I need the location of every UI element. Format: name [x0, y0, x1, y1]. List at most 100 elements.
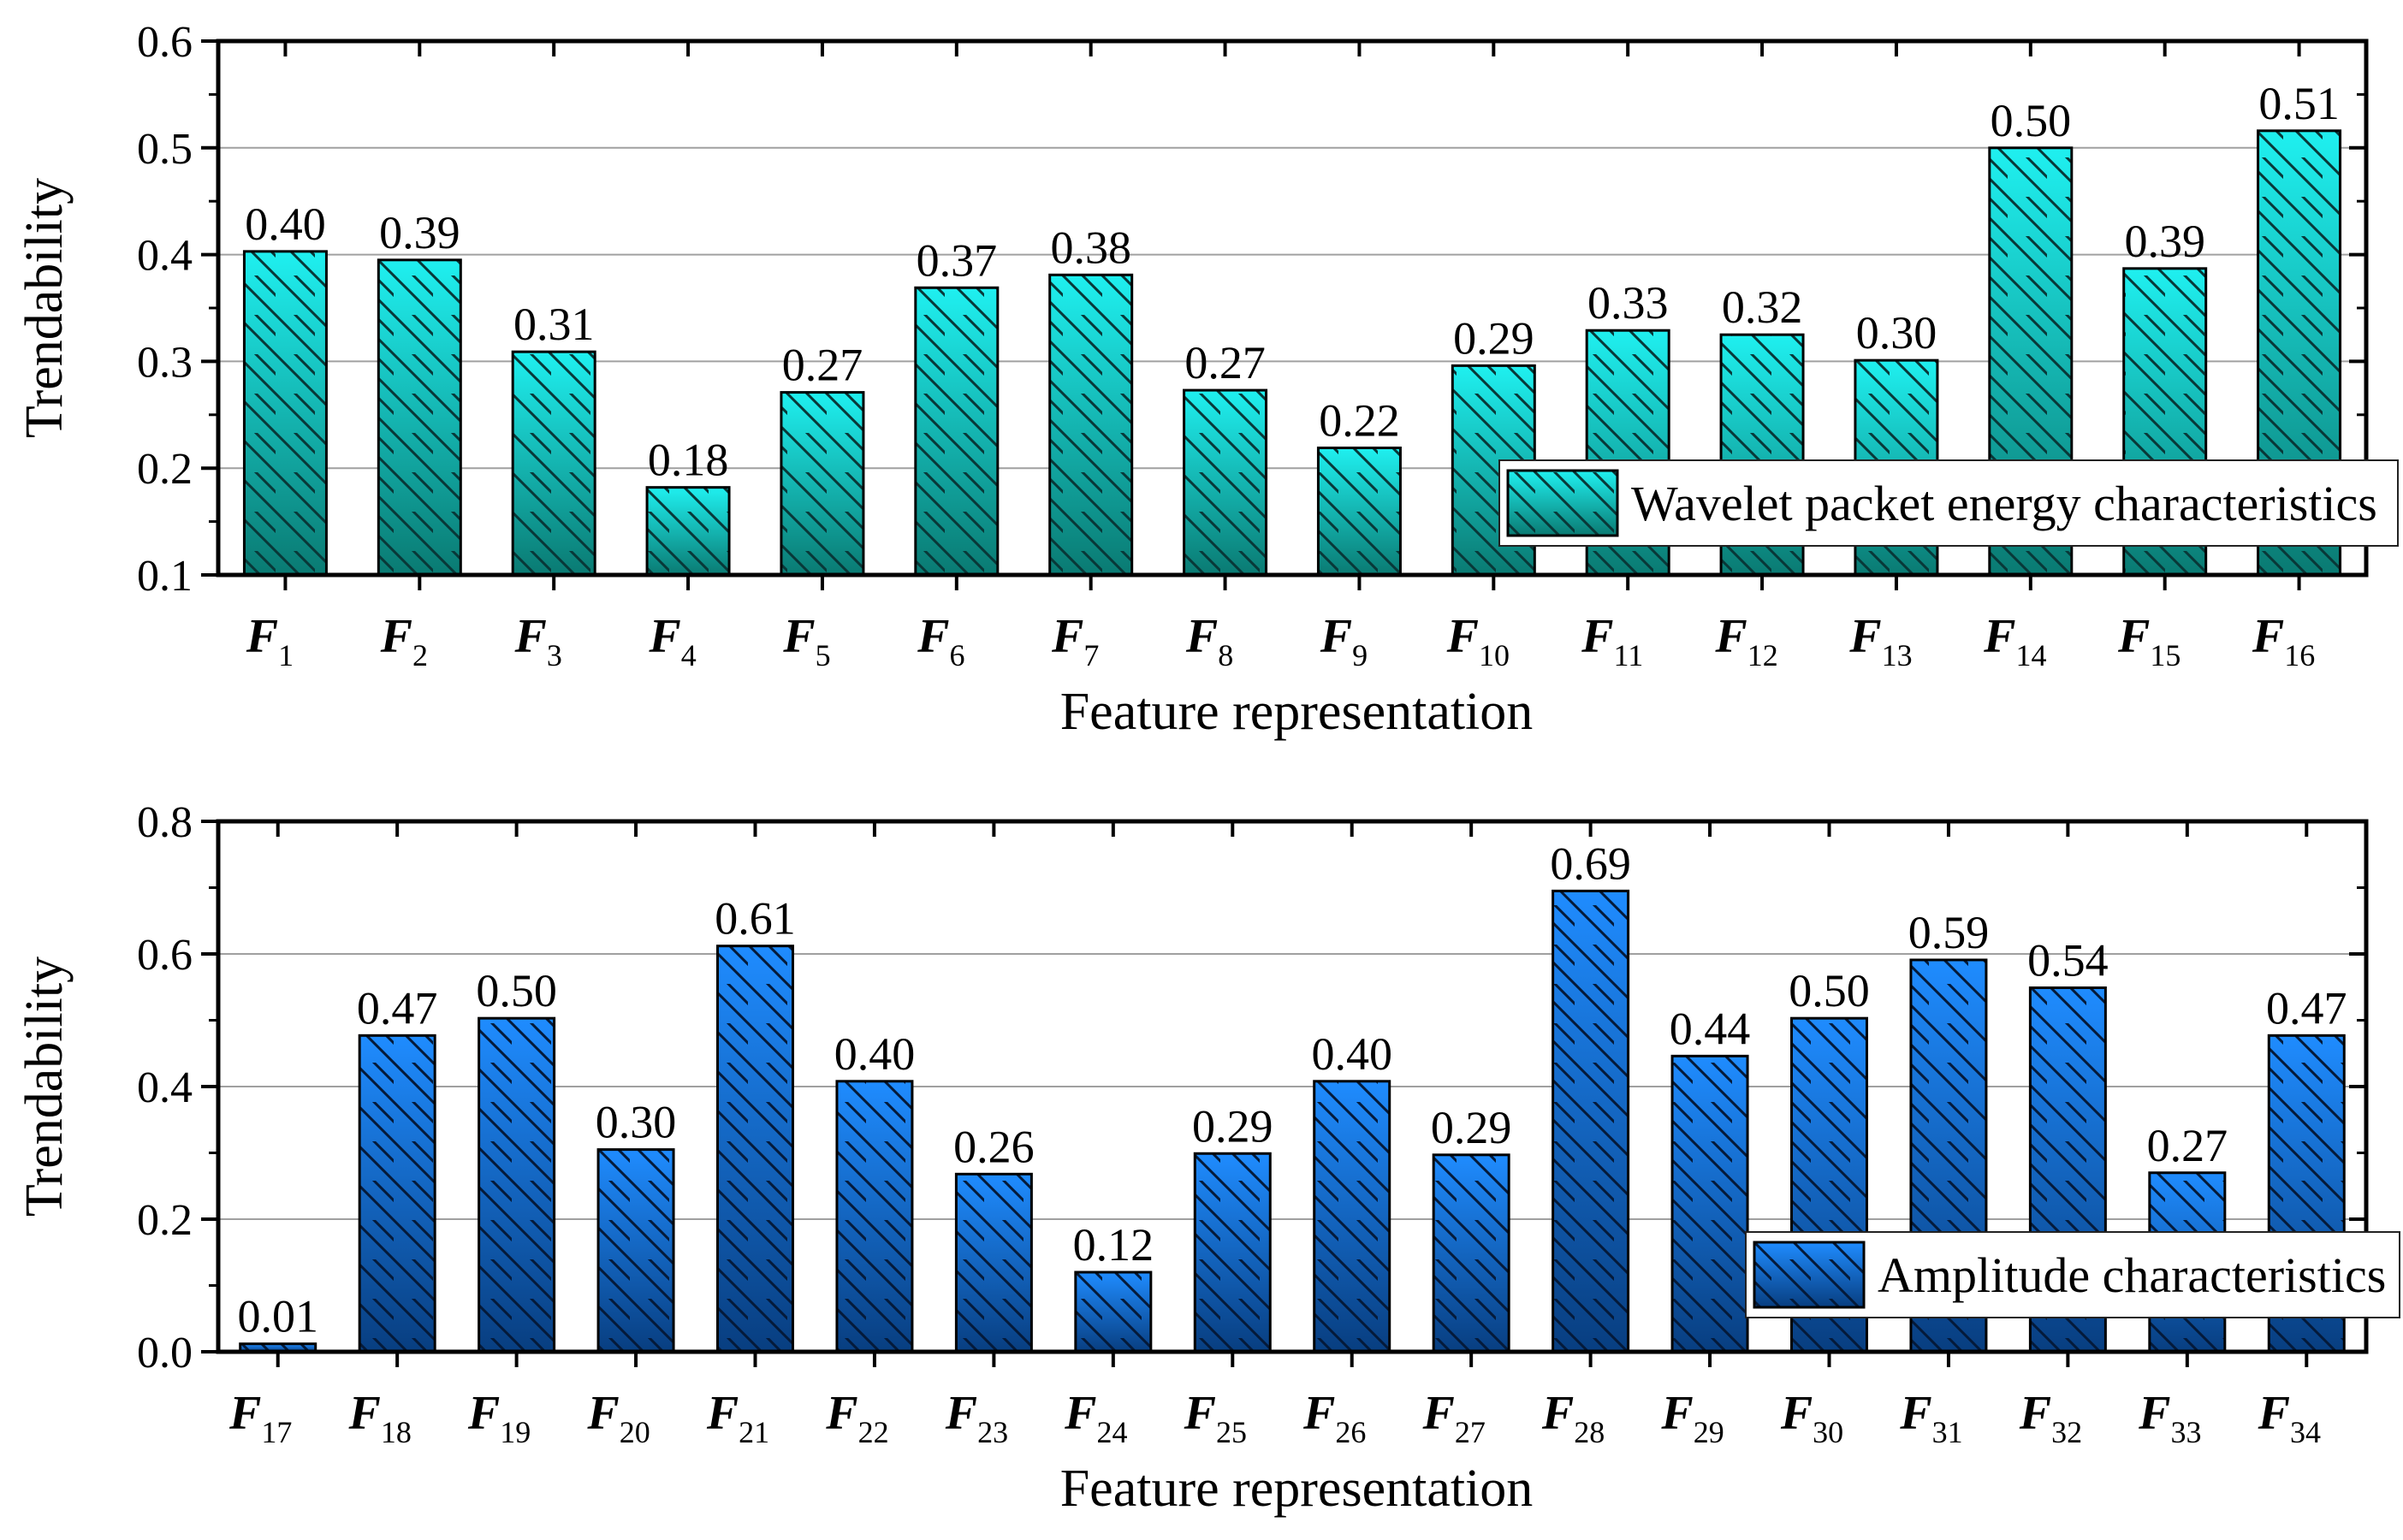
- data-label: 0.59: [1908, 907, 1990, 958]
- bar-hatch-overlay: [478, 1016, 556, 1353]
- x-tick-label-subscript: 14: [2015, 638, 2046, 672]
- x-tick-label: F12: [1714, 610, 1777, 672]
- x-tick-label-subscript: 11: [1614, 638, 1644, 672]
- bar-hatch-overlay: [716, 945, 794, 1353]
- bar-hatch-overlay: [358, 1034, 436, 1353]
- x-tick-label-base: F: [1581, 610, 1613, 663]
- y-tick-label: 0.2: [137, 1196, 193, 1245]
- data-label: 0.32: [1722, 281, 1803, 333]
- x-tick-label-subscript: 34: [2290, 1415, 2321, 1449]
- y-tick-label: 0.4: [137, 1063, 193, 1112]
- data-label: 0.27: [1184, 337, 1266, 388]
- data-label: 0.40: [834, 1028, 916, 1080]
- x-tick-label-base: F: [782, 610, 815, 663]
- x-tick-label: F19: [467, 1387, 531, 1449]
- wavelet-chart-panel: 0.40 0.390.310.180.270.37 0.380.270.220.29…: [15, 18, 2399, 741]
- x-tick-label-base: F: [246, 610, 278, 663]
- data-label: 0.38: [1050, 222, 1131, 273]
- x-tick-label-base: F: [1320, 610, 1352, 663]
- x-tick-label-base: F: [2252, 610, 2284, 663]
- x-tick-label-base: F: [1302, 1387, 1335, 1440]
- x-tick-label-base: F: [1848, 610, 1881, 663]
- x-tick-label-subscript: 31: [1932, 1415, 1963, 1449]
- x-tick-label-subscript: 33: [2171, 1415, 2202, 1449]
- x-tick-label-base: F: [1983, 610, 2015, 663]
- x-tick-label-base: F: [1780, 1387, 1813, 1440]
- data-label: 0.29: [1453, 312, 1534, 364]
- x-tick-label-subscript: 6: [949, 638, 964, 672]
- x-tick-label-subscript: 17: [261, 1415, 292, 1449]
- x-tick-label-base: F: [1541, 1387, 1574, 1440]
- data-label: 0.27: [782, 340, 863, 391]
- x-tick-label: F32: [2019, 1387, 2082, 1449]
- x-tick-label-subscript: 15: [2150, 638, 2180, 672]
- bar-hatch-overlay: [511, 350, 596, 577]
- data-label: 0.22: [1319, 394, 1400, 446]
- data-label: 0.01: [237, 1291, 318, 1342]
- x-axis-title: Feature representation: [1060, 1460, 1534, 1518]
- bar-hatch-overlay: [1670, 1054, 1749, 1353]
- x-tick-label-subscript: 4: [681, 638, 697, 672]
- x-tick-label-base: F: [1051, 610, 1083, 663]
- bar-hatch-overlay: [377, 258, 462, 577]
- x-tick-label-base: F: [467, 1387, 500, 1440]
- legend-swatch-hatch: [1753, 1241, 1866, 1309]
- y-axis-title: Trendability: [15, 957, 74, 1217]
- x-tick-label-base: F: [1660, 1387, 1693, 1440]
- x-tick-label-subscript: 9: [1352, 638, 1368, 672]
- bar-hatch-overlay: [1316, 446, 1402, 577]
- x-tick-label-subscript: 18: [381, 1415, 412, 1449]
- x-tick-label-base: F: [917, 610, 949, 663]
- x-tick-label: F8: [1185, 610, 1233, 672]
- x-tick-label-subscript: 12: [1747, 638, 1778, 672]
- bar-hatch-overlay: [645, 486, 731, 577]
- x-tick-label-base: F: [347, 1387, 380, 1440]
- x-tick-label: F29: [1660, 1387, 1724, 1449]
- x-tick-label-base: F: [1899, 1387, 1931, 1440]
- data-label: 0.12: [1073, 1219, 1154, 1270]
- data-label: 0.39: [379, 207, 460, 258]
- x-tick-label-subscript: 2: [412, 638, 428, 672]
- x-tick-label: F26: [1302, 1387, 1366, 1449]
- x-tick-label: F16: [2252, 610, 2315, 672]
- bar-hatch-overlay: [1313, 1080, 1391, 1353]
- x-tick-label-base: F: [1714, 610, 1747, 663]
- data-label: 0.69: [1550, 838, 1631, 889]
- data-label: 0.50: [1789, 965, 1870, 1016]
- x-tick-label: F15: [2117, 610, 2180, 672]
- bar-hatch-overlay: [914, 286, 1000, 577]
- x-tick-label: F4: [648, 610, 696, 672]
- data-label: 0.30: [596, 1097, 677, 1148]
- x-tick-label: F34: [2258, 1387, 2321, 1449]
- x-tick-label-base: F: [2258, 1387, 2290, 1440]
- legend-box: [1498, 459, 2399, 547]
- x-tick-label: F2: [380, 610, 428, 672]
- data-label: 0.47: [2266, 982, 2347, 1034]
- data-label: 0.47: [357, 982, 438, 1034]
- x-tick-label: F11: [1581, 610, 1643, 672]
- bar-hatch-overlay: [1432, 1153, 1510, 1353]
- y-tick-label: 0.3: [137, 338, 193, 387]
- x-tick-label-subscript: 29: [1694, 1415, 1724, 1449]
- data-label: 0.51: [2258, 78, 2340, 129]
- bar-hatch-overlay: [954, 1172, 1033, 1353]
- x-tick-label-subscript: 25: [1216, 1415, 1247, 1449]
- y-axis-title: Trendability: [15, 178, 74, 438]
- x-tick-label: F20: [586, 1387, 650, 1449]
- x-tick-label: F3: [514, 610, 562, 672]
- x-tick-label: F28: [1541, 1387, 1605, 1449]
- x-tick-label-base: F: [1064, 1387, 1096, 1440]
- y-tick-label: 0.8: [137, 798, 193, 847]
- x-tick-label-subscript: 8: [1218, 638, 1233, 672]
- data-label: 0.29: [1192, 1100, 1273, 1152]
- x-tick-label-subscript: 30: [1813, 1415, 1843, 1449]
- x-tick-label-base: F: [2138, 1387, 2170, 1440]
- data-label: 0.37: [917, 234, 998, 286]
- amplitude-chart-panel: 0.010.47 0.500.300.610.400.260.120.290.40…: [15, 798, 2400, 1518]
- x-tick-label-subscript: 24: [1097, 1415, 1128, 1449]
- x-tick-label-base: F: [1185, 610, 1218, 663]
- bar-hatch-overlay: [242, 250, 328, 577]
- legend-label: Amplitude characteristics: [1878, 1247, 2386, 1303]
- x-tick-label: F23: [945, 1387, 1008, 1449]
- x-tick-label: F27: [1421, 1387, 1485, 1449]
